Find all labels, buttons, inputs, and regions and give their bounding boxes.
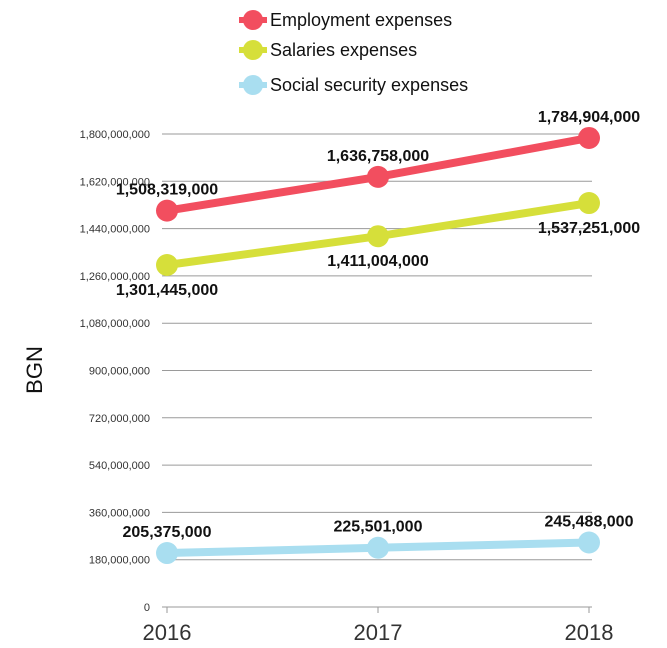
y-tick-label: 1,080,000,000 [80,318,150,330]
data-label: 1,784,904,000 [538,109,640,126]
y-tick-label: 1,620,000,000 [80,176,150,188]
data-point [367,165,389,188]
y-tick-label: 180,000,000 [89,555,150,567]
data-label: 245,488,000 [545,513,634,530]
data-point [156,199,178,222]
x-tick-label: 2018 [565,620,614,645]
legend-entry-label: Social security expenses [270,75,468,95]
y-axis-title: BGN [22,346,47,394]
y-tick-label: 1,260,000,000 [80,271,150,283]
data-point [578,192,600,215]
data-label: 205,375,000 [123,524,212,541]
y-tick-label: 360,000,000 [89,507,150,519]
data-label: 1,301,445,000 [116,282,218,299]
y-tick-label: 540,000,000 [89,460,150,472]
data-label: 1,411,004,000 [327,253,429,270]
data-point [578,531,600,554]
data-point [367,225,389,248]
data-label: 1,636,758,000 [327,148,429,165]
x-tick-label: 2017 [354,620,403,645]
y-tick-label: 1,440,000,000 [80,224,150,236]
y-tick-label: 900,000,000 [89,366,150,378]
y-tick-label: 1,800,000,000 [80,129,150,141]
data-label: 1,508,319,000 [116,182,218,199]
x-tick-label: 2016 [143,620,192,645]
data-point [156,542,178,565]
y-tick-label: 720,000,000 [89,413,150,425]
legend-swatch-marker [243,40,263,60]
legend-swatch-marker [243,75,263,95]
legend-entry-label: Employment expenses [270,10,452,30]
legend-swatch-marker [243,10,263,30]
data-point [578,126,600,149]
data-point [156,254,178,277]
data-label: 1,537,251,000 [538,220,640,237]
data-point [367,536,389,559]
legend-entry-label: Salaries expenses [270,40,417,60]
data-label: 225,501,000 [334,519,423,536]
y-tick-label: 0 [144,602,150,614]
